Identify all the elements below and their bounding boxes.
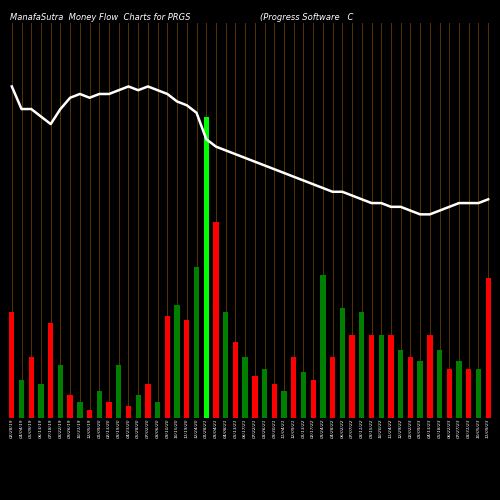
Bar	[330, 358, 336, 418]
Bar	[437, 350, 442, 418]
Bar	[369, 334, 374, 417]
Bar	[204, 116, 209, 418]
Bar	[427, 334, 432, 417]
Bar	[350, 334, 355, 417]
Bar	[466, 368, 471, 418]
Bar	[19, 380, 24, 418]
Bar	[456, 361, 462, 418]
Bar	[408, 358, 413, 418]
Bar	[291, 358, 296, 418]
Bar	[398, 350, 404, 418]
Bar	[164, 316, 170, 418]
Bar	[242, 358, 248, 418]
Bar	[126, 406, 131, 417]
Bar	[359, 312, 364, 418]
Bar	[194, 267, 199, 418]
Bar	[378, 334, 384, 417]
Bar	[232, 342, 238, 417]
Bar	[418, 361, 423, 418]
Bar	[282, 391, 286, 417]
Bar	[262, 368, 268, 418]
Bar	[136, 395, 141, 417]
Bar	[155, 402, 160, 417]
Bar	[96, 391, 102, 417]
Bar	[48, 324, 54, 418]
Bar	[77, 402, 82, 417]
Bar	[486, 278, 491, 417]
Bar	[68, 395, 73, 417]
Bar	[310, 380, 316, 418]
Text: (Progress Software   C: (Progress Software C	[260, 12, 354, 22]
Bar	[116, 365, 121, 418]
Bar	[38, 384, 44, 418]
Bar	[214, 222, 218, 418]
Bar	[446, 368, 452, 418]
Text: ManafaSutra  Money Flow  Charts for PRGS: ManafaSutra Money Flow Charts for PRGS	[10, 12, 190, 22]
Bar	[340, 308, 345, 418]
Bar	[28, 358, 34, 418]
Bar	[106, 402, 112, 417]
Bar	[174, 304, 180, 418]
Bar	[145, 384, 150, 418]
Bar	[320, 274, 326, 418]
Bar	[388, 334, 394, 417]
Bar	[184, 320, 190, 418]
Bar	[252, 376, 258, 418]
Bar	[9, 312, 15, 418]
Bar	[58, 365, 63, 418]
Bar	[272, 384, 277, 418]
Bar	[223, 312, 228, 418]
Bar	[301, 372, 306, 418]
Bar	[87, 410, 92, 418]
Bar	[476, 368, 481, 418]
